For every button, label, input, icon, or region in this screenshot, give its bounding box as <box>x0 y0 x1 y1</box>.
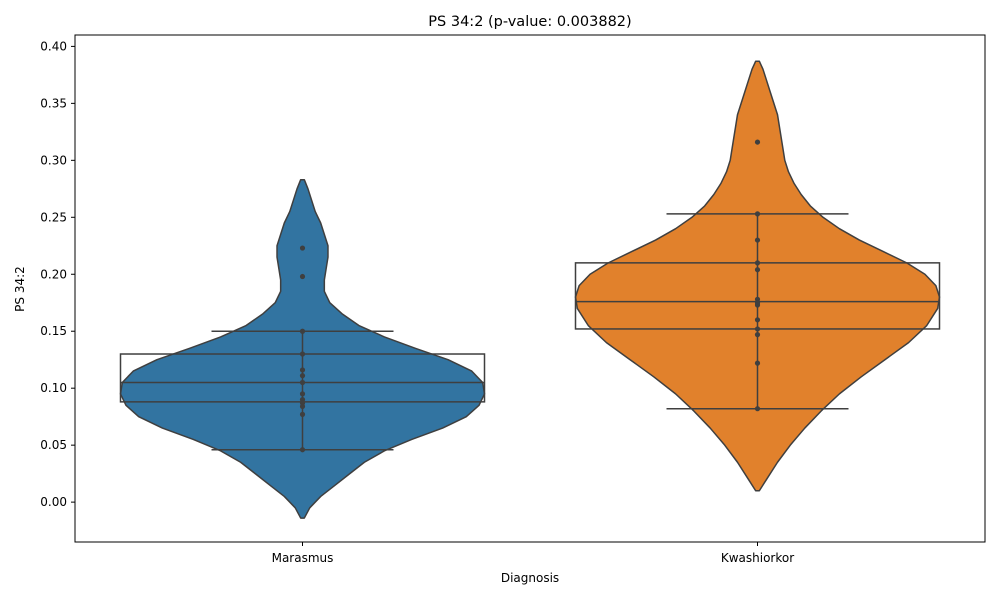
y-axis: 0.00 0.05 0.10 0.15 0.20 0.25 0.30 0.35 0.40 <box>40 39 75 509</box>
data-point-kwashiorkor <box>754 332 761 338</box>
data-point-marasmus <box>299 391 306 397</box>
data-point-marasmus <box>299 379 306 386</box>
points-layer <box>299 139 761 453</box>
x-axis-title: Diagnosis <box>501 571 559 585</box>
data-point-marasmus <box>299 403 306 410</box>
data-point-kwashiorkor <box>754 302 761 308</box>
x-tick-label: Marasmus <box>272 551 334 565</box>
data-point-kwashiorkor <box>754 211 761 217</box>
data-point-marasmus <box>299 273 306 280</box>
data-point-kwashiorkor <box>754 237 761 243</box>
y-axis-title: PS 34:2 <box>13 266 27 312</box>
y-tick-label: 0.10 <box>40 381 67 395</box>
x-tick-label: Kwashiorkor <box>721 551 794 565</box>
data-point-kwashiorkor <box>754 326 761 332</box>
data-point-marasmus <box>299 367 306 373</box>
data-point-kwashiorkor <box>754 360 761 366</box>
data-point-marasmus <box>299 245 306 251</box>
y-tick-label: 0.20 <box>40 267 67 281</box>
y-tick-label: 0.25 <box>40 210 67 224</box>
data-point-kwashiorkor <box>754 260 761 266</box>
data-point-marasmus <box>299 328 306 334</box>
y-tick-label: 0.35 <box>40 96 67 110</box>
y-tick-label: 0.00 <box>40 495 67 509</box>
plot-frame <box>74 34 986 543</box>
data-point-kwashiorkor <box>754 406 761 412</box>
y-tick-label: 0.40 <box>40 39 67 53</box>
data-point-kwashiorkor <box>754 139 761 145</box>
data-point-kwashiorkor <box>754 317 761 323</box>
x-axis: Marasmus Kwashiorkor <box>272 542 794 565</box>
data-point-marasmus <box>299 411 306 417</box>
y-tick-label: 0.15 <box>40 324 67 338</box>
y-tick-label: 0.30 <box>40 153 67 167</box>
data-point-kwashiorkor <box>754 267 761 273</box>
data-point-marasmus <box>299 447 306 453</box>
y-tick-label: 0.05 <box>40 438 67 452</box>
data-point-marasmus <box>299 351 306 357</box>
chart-title: PS 34:2 (p-value: 0.003882) <box>428 14 631 30</box>
data-point-marasmus <box>299 373 306 379</box>
